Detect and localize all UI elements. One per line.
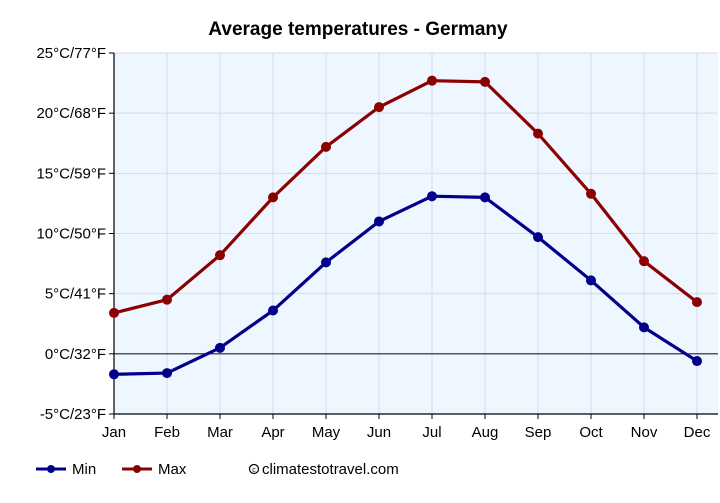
x-tick-label: Oct	[579, 424, 603, 441]
x-tick-label: Jul	[422, 424, 441, 441]
data-point-max	[480, 76, 490, 87]
series-line-max	[113, 79, 698, 315]
y-tick-label: 15°C/59°F	[36, 165, 106, 182]
credit: c climatestotravel.com	[248, 461, 399, 478]
data-point-max	[162, 294, 172, 305]
data-point-min	[215, 342, 225, 353]
legend-item-min: Min	[36, 461, 96, 478]
data-point-max	[586, 188, 596, 199]
x-tick-label: Nov	[631, 424, 658, 441]
x-tick-label: Jun	[367, 424, 391, 441]
data-point-min	[374, 216, 384, 227]
copyright-icon	[248, 463, 260, 475]
data-point-min	[109, 369, 119, 380]
data-point-min	[268, 305, 278, 316]
data-point-max	[533, 128, 543, 139]
data-point-max	[639, 256, 649, 267]
series-lines	[109, 75, 702, 380]
data-point-min	[533, 232, 543, 243]
x-tick-label: Aug	[472, 424, 499, 441]
x-tick-label: Jan	[102, 424, 126, 441]
legend-min-label: Min	[72, 461, 96, 478]
y-tick-label: 5°C/41°F	[45, 286, 106, 303]
data-point-min	[321, 257, 331, 268]
legend-max-marker	[133, 465, 141, 473]
x-tick-label: Mar	[207, 424, 233, 441]
data-point-max	[321, 141, 331, 152]
x-tick-label: Dec	[684, 424, 711, 441]
data-point-max	[109, 307, 119, 318]
series-line-min	[113, 194, 698, 376]
axes: 25°C/77°F 20°C/68°F 15°C/59°F 10°C/50°F 5°C/…	[36, 45, 718, 441]
credit-label: climatestotravel.com	[262, 461, 399, 478]
x-tick-label: Feb	[154, 424, 180, 441]
data-point-max	[427, 75, 437, 86]
data-point-min	[427, 191, 437, 202]
y-tick-label: 0°C/32°F	[45, 346, 106, 363]
x-tick-label: Sep	[525, 424, 552, 441]
legend-item-max: Max	[122, 461, 187, 478]
data-point-max	[692, 297, 702, 308]
y-tick-label: 25°C/77°F	[36, 45, 106, 62]
y-tick-label: 20°C/68°F	[36, 105, 106, 122]
y-tick-label: 10°C/50°F	[36, 226, 106, 243]
data-point-min	[692, 356, 702, 367]
data-point-max	[374, 102, 384, 113]
legend-max-label: Max	[158, 461, 187, 478]
legend: Min Max	[36, 461, 187, 478]
copyright-icon-letter: c	[252, 467, 256, 474]
chart-title: Average temperatures - Germany	[208, 19, 508, 40]
legend-min-marker	[47, 465, 55, 473]
y-tick-label: -5°C/23°F	[40, 406, 106, 423]
data-point-min	[162, 368, 172, 379]
data-point-max	[215, 250, 225, 261]
x-tick-label: Apr	[261, 424, 284, 441]
data-point-min	[639, 322, 649, 333]
data-point-max	[268, 192, 278, 203]
data-point-min	[480, 192, 490, 203]
data-point-min	[586, 275, 596, 286]
x-tick-label: May	[312, 424, 341, 441]
